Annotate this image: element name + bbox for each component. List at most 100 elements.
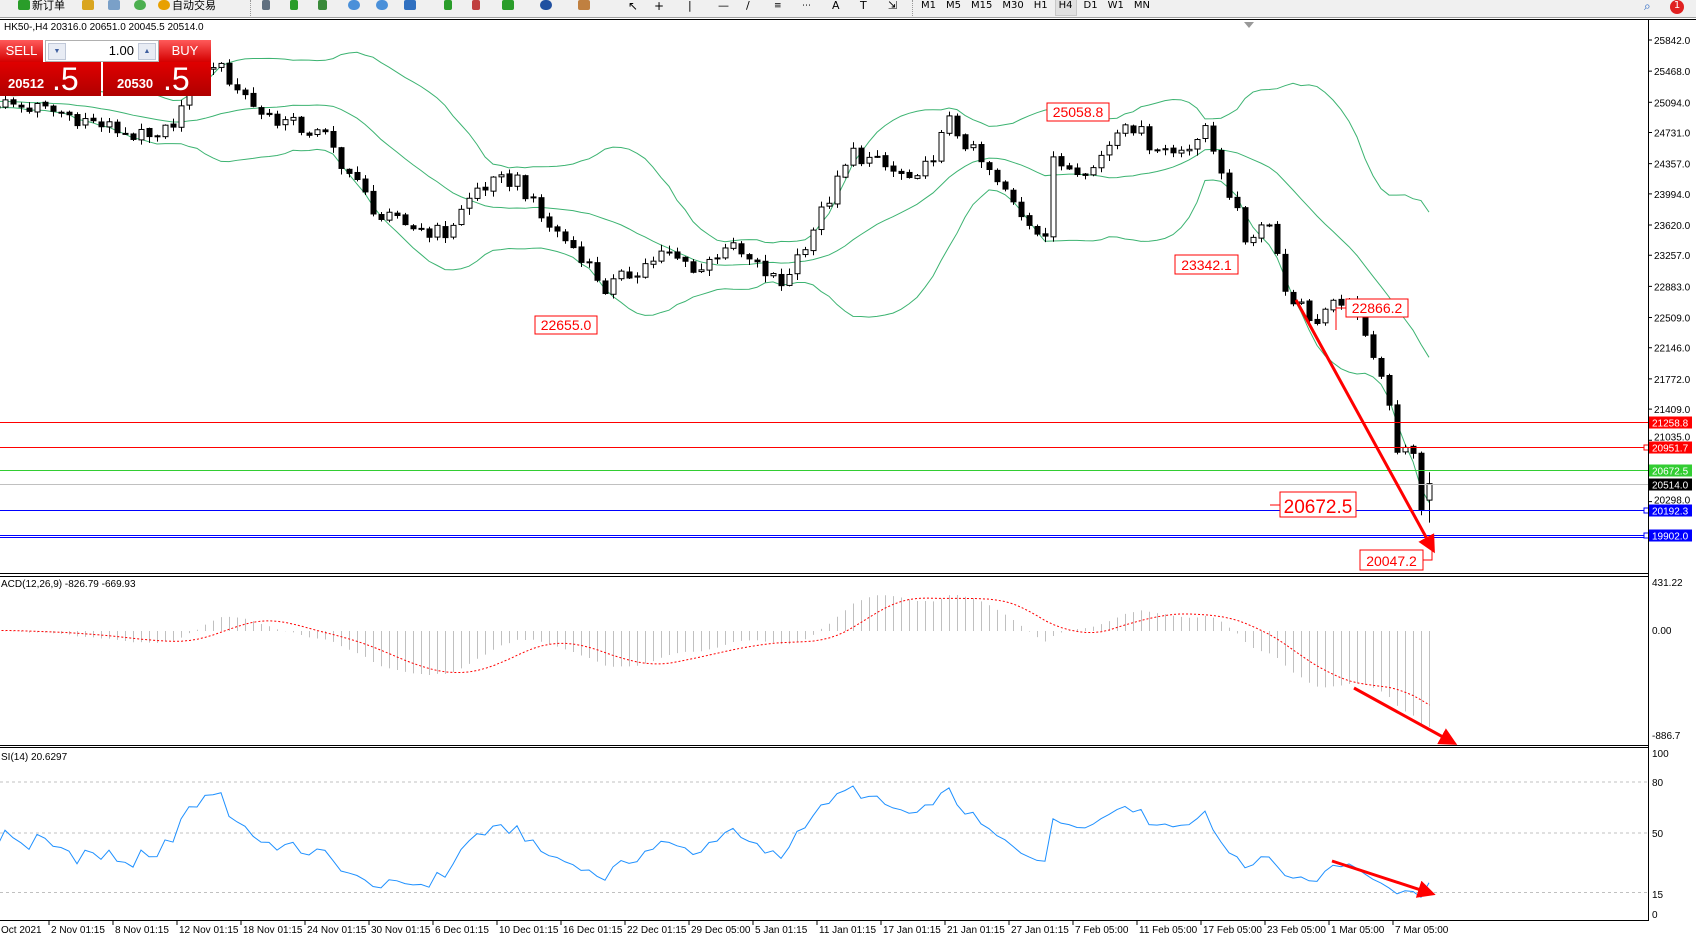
- lot-size-input[interactable]: 1.00: [108, 43, 134, 58]
- timeframe-d1[interactable]: D1: [1083, 0, 1098, 11]
- notification-badge[interactable]: 1: [1670, 0, 1684, 14]
- fibonacci-icon[interactable]: ⋯: [802, 1, 811, 11]
- bear-candle-body: [858, 147, 865, 165]
- bull-candle-body: [914, 175, 921, 179]
- timeframe-h1[interactable]: H1: [1033, 0, 1048, 11]
- candle: [386, 208, 393, 223]
- bull-candle-body: [938, 131, 945, 162]
- sell-button[interactable]: SELL: [0, 40, 43, 62]
- arrows-icon[interactable]: ⇲: [888, 0, 898, 12]
- candle: [978, 141, 985, 168]
- cursor-icon[interactable]: ↖: [628, 0, 639, 13]
- timeframe-h4[interactable]: H4: [1054, 0, 1077, 16]
- candle: [114, 119, 121, 137]
- signals-icon[interactable]: [134, 0, 146, 10]
- bull-candle-body: [770, 272, 777, 277]
- price-tick-label: 21035.0: [1654, 433, 1691, 444]
- bear-candle-body: [1370, 334, 1377, 358]
- line-chart-icon[interactable]: [318, 0, 327, 10]
- candle: [2, 94, 9, 109]
- bear-candle-body: [1146, 126, 1153, 151]
- timeframe-mn[interactable]: MN: [1133, 0, 1150, 11]
- price-axis[interactable]: 21258.8 20951.7 20672.5 20514.0 20192.3 19902…: [1648, 36, 1692, 921]
- candle: [498, 171, 505, 184]
- time-tick-label: 1 Mar 05:00: [1331, 925, 1385, 936]
- candle: [394, 210, 401, 219]
- lot-increase-icon[interactable]: ▲: [138, 43, 156, 60]
- timeframe-m15[interactable]: M15: [971, 0, 993, 11]
- time-axis[interactable]: Oct 2021 2 Nov 01:15 8 Nov 01:15 12 Nov 01:…: [1, 921, 1449, 936]
- timeframe-m30[interactable]: M30: [1002, 0, 1024, 11]
- bar-chart-icon[interactable]: [262, 0, 270, 10]
- candle: [250, 87, 257, 108]
- lot-size-stepper[interactable]: ▼ 1.00 ▲: [45, 40, 159, 62]
- candle: [738, 241, 745, 258]
- price-annotation[interactable]: 20672.5: [1270, 491, 1357, 518]
- candle: [546, 212, 553, 232]
- candle: [778, 268, 785, 291]
- bull-candle-body: [970, 144, 977, 149]
- candle: [970, 140, 977, 151]
- zoom-in-icon[interactable]: [348, 0, 360, 10]
- time-tick-label: 11 Feb 05:00: [1139, 925, 1198, 936]
- periods-icon[interactable]: [540, 0, 552, 10]
- lot-decrease-icon[interactable]: ▼: [48, 43, 66, 60]
- time-tick-label: 29 Dec 05:00: [691, 925, 751, 936]
- new-order-button[interactable]: 新订单: [18, 0, 65, 16]
- bear-candle-body: [666, 251, 673, 254]
- candle: [922, 156, 929, 179]
- chart-shift-icon[interactable]: [444, 0, 452, 10]
- price-annotation[interactable]: 23342.1: [1174, 254, 1239, 275]
- fibonacci-channel-icon[interactable]: ≡: [774, 1, 782, 11]
- bear-candle-body: [98, 121, 105, 128]
- search-icon[interactable]: ⌕: [1644, 0, 1651, 13]
- price-tag: [1649, 478, 1692, 491]
- macd-axis-label: 431.22: [1652, 578, 1683, 589]
- bull-candle-body: [946, 115, 953, 134]
- buy-price[interactable]: 20530 .5: [103, 62, 211, 96]
- bear-candle-body: [674, 251, 681, 259]
- vertical-line-icon[interactable]: |: [688, 0, 692, 12]
- tile-windows-icon[interactable]: [404, 0, 416, 10]
- candle: [1370, 330, 1377, 360]
- timeframe-m1[interactable]: M1: [921, 0, 936, 11]
- indicators-icon[interactable]: [502, 0, 514, 10]
- history-icon[interactable]: [82, 0, 94, 10]
- rsi-panel: [0, 781, 1648, 899]
- candle: [210, 62, 217, 75]
- timeframe-w1[interactable]: W1: [1107, 0, 1124, 11]
- annotation-box: [534, 315, 598, 335]
- text-icon[interactable]: A: [832, 0, 840, 12]
- time-tick-label: 7 Feb 05:00: [1075, 925, 1129, 936]
- chart-shift-marker-icon[interactable]: [1244, 22, 1254, 28]
- sell-price[interactable]: 20512 .5: [0, 62, 101, 96]
- price-annotation[interactable]: 20047.2: [1359, 548, 1433, 571]
- bear-candle-body: [234, 84, 241, 91]
- rsi-axis-label: 80: [1652, 778, 1664, 789]
- bull-candle-body: [1322, 308, 1329, 324]
- price-annotation[interactable]: 22866.2: [1335, 298, 1409, 330]
- ask-price-pips: .5: [163, 61, 190, 97]
- candlestick-icon[interactable]: [290, 0, 298, 10]
- text-label-icon[interactable]: T: [860, 0, 867, 12]
- candle: [1314, 314, 1321, 326]
- buy-button[interactable]: BUY: [159, 40, 211, 62]
- price-annotation[interactable]: 22655.0: [534, 315, 598, 335]
- templates-icon[interactable]: [578, 0, 590, 10]
- timeframe-m5[interactable]: M5: [946, 0, 961, 11]
- trendline-icon[interactable]: /: [746, 0, 750, 12]
- bear-candle-body: [626, 271, 633, 279]
- bull-candle-body: [106, 121, 113, 128]
- auto-trading-button[interactable]: 自动交易: [158, 0, 216, 16]
- bear-candle-body: [50, 105, 57, 112]
- terminal-icon[interactable]: [108, 0, 120, 10]
- autoscroll-icon[interactable]: [472, 0, 480, 10]
- horizontal-line-icon[interactable]: —: [718, 0, 729, 12]
- candle: [914, 173, 921, 180]
- bull-candle-body: [698, 269, 705, 273]
- price-annotation[interactable]: 25058.8: [1046, 102, 1110, 122]
- crosshair-icon[interactable]: +: [654, 0, 665, 13]
- zoom-out-icon[interactable]: [376, 0, 388, 10]
- bear-candle-body: [1234, 196, 1241, 209]
